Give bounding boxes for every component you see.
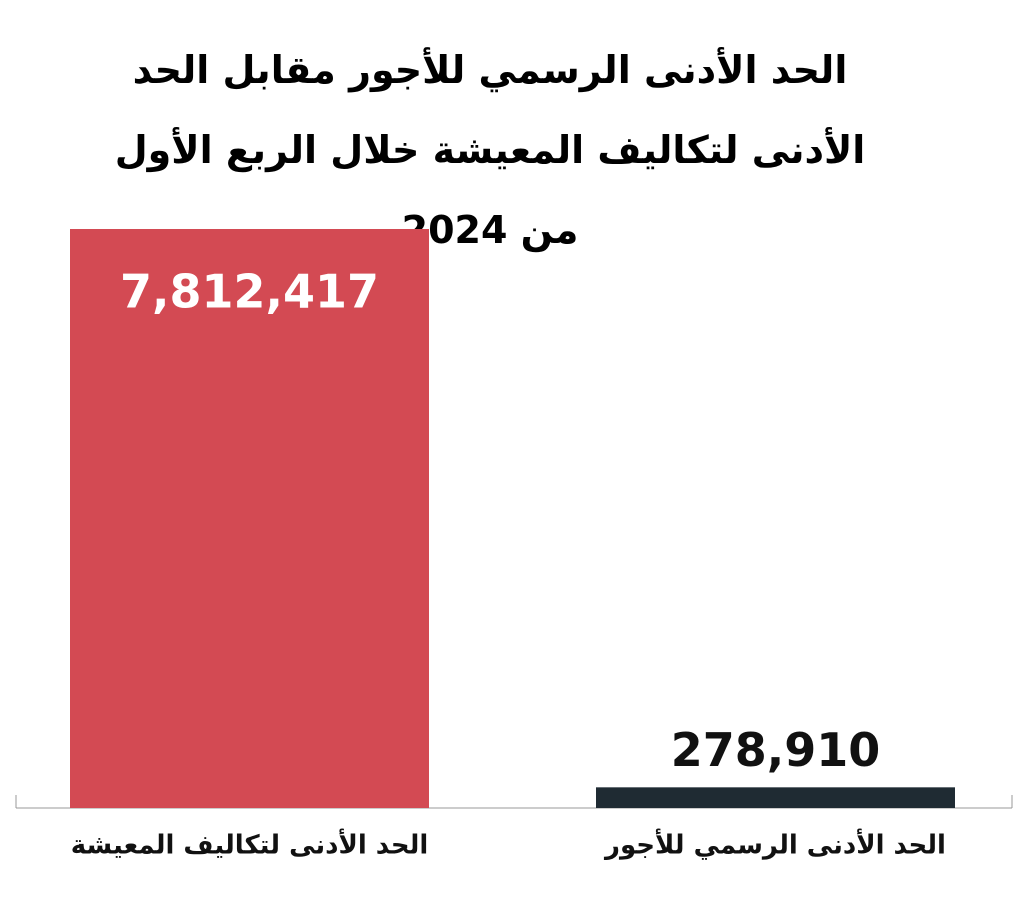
value-label: 278,910 — [671, 723, 881, 777]
bar — [596, 787, 955, 808]
value-label: 7,812,417 — [120, 265, 379, 319]
chart-title: الحد الأدنى الرسمي للأجور مقابل الحد الأ… — [114, 48, 866, 252]
bar — [70, 229, 429, 808]
x-tick-label: الحد الأدنى الرسمي للأجور — [603, 829, 946, 861]
x-tick-label: الحد الأدنى لتكاليف المعيشة — [71, 829, 429, 861]
